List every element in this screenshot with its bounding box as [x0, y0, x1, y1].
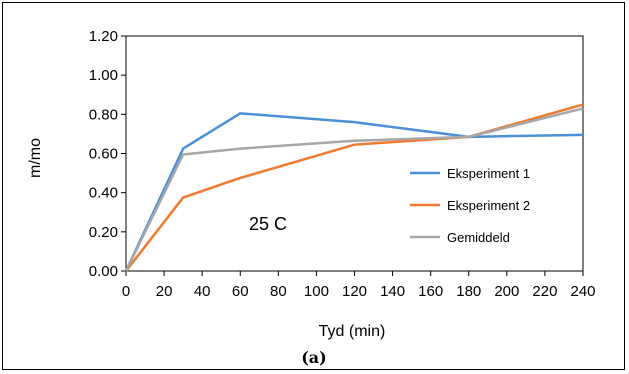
- y-tick-label: 0.00: [89, 263, 118, 280]
- x-tick-label: 60: [232, 283, 249, 300]
- series-line-3: [124, 107, 584, 272]
- x-tick-label: 160: [418, 283, 443, 300]
- x-tick-label: 0: [122, 283, 130, 300]
- legend-label-1: Eksperiment 1: [447, 166, 530, 181]
- y-tick-label: 0.40: [89, 185, 118, 202]
- temperature-annotation: 25 C: [249, 214, 287, 234]
- y-tick-label: 0.60: [89, 146, 118, 163]
- series-line-2: [125, 103, 584, 272]
- y-tick-labels: 0.00 0.20 0.40 0.60 0.80 1.00 1.20: [89, 28, 126, 280]
- legend-label-2: Eksperiment 2: [447, 198, 530, 213]
- figure-frame: [2, 2, 625, 370]
- series-lines: [124, 103, 584, 272]
- x-tick-labels: 0 20 40 60 80 100 120 140 160 180 200 220 240: [122, 271, 596, 300]
- y-tick-label: 0.20: [89, 224, 118, 241]
- legend-label-3: Gemiddeld: [447, 230, 510, 245]
- x-tick-label: 20: [156, 283, 173, 300]
- y-tick-label: 1.00: [89, 67, 118, 84]
- y-tick-label: 0.80: [89, 106, 118, 123]
- legend: Eksperiment 1 Eksperiment 2 Gemiddeld: [410, 166, 530, 245]
- x-tick-label: 200: [494, 283, 519, 300]
- x-tick-label: 140: [380, 283, 405, 300]
- x-tick-label: 180: [456, 283, 481, 300]
- x-tick-label: 120: [342, 283, 367, 300]
- figure-caption: (a): [301, 348, 327, 367]
- x-tick-label: 220: [532, 283, 557, 300]
- series-line-1: [124, 112, 584, 272]
- x-tick-label: 80: [270, 283, 287, 300]
- x-axis-label: Tyd (min): [319, 323, 386, 340]
- y-axis-label: m/mo: [27, 138, 44, 178]
- x-tick-label: 240: [570, 283, 595, 300]
- x-tick-label: 40: [194, 283, 211, 300]
- x-tick-label: 100: [304, 283, 329, 300]
- y-tick-label: 1.20: [89, 28, 118, 45]
